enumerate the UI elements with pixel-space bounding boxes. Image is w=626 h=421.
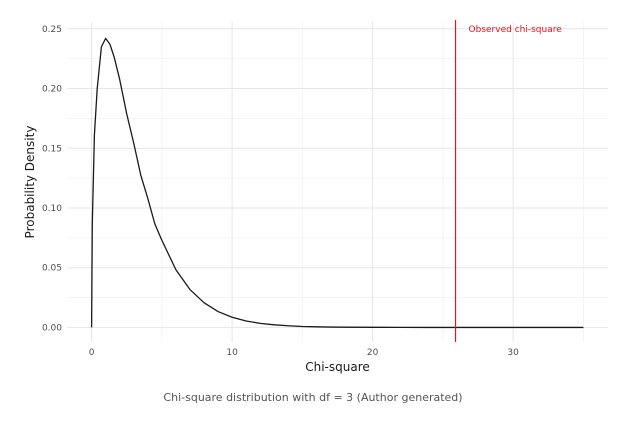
minor-gridlines: [67, 22, 608, 342]
y-tick-label: 0.05: [42, 264, 62, 274]
y-tick-labels: 0.00 0.05 0.10 0.15 0.20 0.25: [42, 25, 62, 334]
x-tick-label: 20: [367, 348, 379, 358]
y-tick-label: 0.10: [42, 204, 62, 214]
x-axis-title: Chi-square: [305, 360, 370, 374]
x-tick-label: 30: [507, 348, 519, 358]
x-tick-label: 0: [89, 348, 95, 358]
density-curve: [90, 37, 584, 329]
y-tick-label: 0.25: [42, 25, 62, 35]
observed-chi-square-label: Observed chi-square: [469, 25, 563, 35]
y-tick-label: 0.15: [42, 144, 62, 154]
y-axis-title: Probability Density: [23, 126, 37, 239]
figure-caption: Chi-square distribution with df = 3 (Aut…: [163, 391, 463, 404]
chi-square-chart: 0 10 20 30 0.00 0.05 0.10 0.15 0.20 0.25 Observe…: [23, 20, 608, 374]
x-tick-labels: 0 10 20 30: [89, 348, 519, 358]
y-tick-label: 0.00: [42, 323, 62, 333]
major-gridlines: [67, 22, 608, 342]
y-tick-label: 0.20: [42, 85, 62, 95]
x-tick-label: 10: [226, 348, 238, 358]
